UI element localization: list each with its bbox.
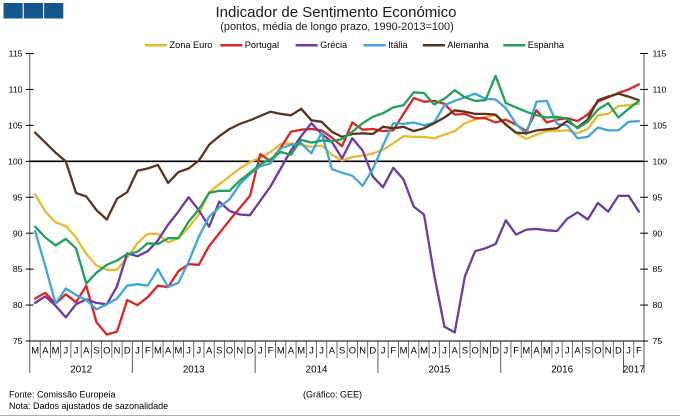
- svg-text:N: N: [114, 345, 121, 356]
- svg-text:2015: 2015: [428, 364, 450, 375]
- svg-text:Fonte: Comissão Europeia: Fonte: Comissão Europeia: [9, 389, 116, 399]
- svg-text:85: 85: [13, 264, 23, 274]
- svg-text:N: N: [236, 345, 243, 356]
- svg-text:2012: 2012: [70, 364, 92, 375]
- svg-text:J: J: [74, 345, 79, 356]
- svg-text:O: O: [226, 345, 233, 356]
- svg-text:J: J: [565, 345, 570, 356]
- svg-text:F: F: [145, 345, 151, 356]
- svg-text:(pontos, média de longo prazo,: (pontos, média de longo prazo, 1990-2013…: [220, 21, 453, 33]
- svg-text:90: 90: [13, 228, 23, 238]
- svg-text:2017: 2017: [623, 364, 645, 375]
- svg-text:F: F: [636, 345, 642, 356]
- svg-text:F: F: [513, 345, 519, 356]
- svg-text:J: J: [197, 345, 202, 356]
- svg-text:85: 85: [653, 264, 663, 274]
- svg-text:M: M: [297, 345, 305, 356]
- svg-text:80: 80: [653, 300, 663, 310]
- svg-text:115: 115: [9, 49, 23, 59]
- svg-text:110: 110: [653, 85, 667, 95]
- svg-text:110: 110: [9, 85, 23, 95]
- svg-text:95: 95: [13, 192, 23, 202]
- svg-text:A: A: [165, 345, 172, 356]
- svg-text:A: A: [411, 345, 418, 356]
- svg-text:A: A: [83, 345, 90, 356]
- svg-text:Grécia: Grécia: [320, 40, 348, 50]
- svg-text:O: O: [103, 345, 110, 356]
- svg-text:105: 105: [653, 120, 668, 130]
- svg-text:J: J: [309, 345, 314, 356]
- svg-text:75: 75: [13, 336, 23, 346]
- svg-text:Zona Euro: Zona Euro: [170, 40, 213, 50]
- svg-text:M: M: [522, 345, 530, 356]
- svg-text:M: M: [31, 345, 39, 356]
- svg-text:M: M: [400, 345, 408, 356]
- svg-text:100: 100: [8, 156, 23, 166]
- svg-text:D: D: [247, 345, 254, 356]
- svg-text:S: S: [93, 345, 99, 356]
- svg-text:(Gráfico: GEE): (Gráfico: GEE): [303, 389, 362, 399]
- svg-text:75: 75: [653, 336, 663, 346]
- svg-text:115: 115: [653, 49, 667, 59]
- svg-text:2014: 2014: [306, 364, 328, 375]
- svg-text:M: M: [277, 345, 285, 356]
- svg-text:S: S: [216, 345, 222, 356]
- svg-text:J: J: [186, 345, 191, 356]
- svg-text:105: 105: [8, 120, 23, 130]
- svg-text:M: M: [420, 345, 428, 356]
- svg-text:D: D: [369, 345, 376, 356]
- svg-text:F: F: [390, 345, 396, 356]
- svg-text:F: F: [268, 345, 274, 356]
- svg-text:2013: 2013: [183, 364, 205, 375]
- svg-text:D: D: [492, 345, 499, 356]
- svg-text:100: 100: [653, 156, 668, 166]
- svg-text:90: 90: [653, 228, 663, 238]
- svg-text:J: J: [319, 345, 324, 356]
- svg-text:J: J: [555, 345, 560, 356]
- svg-text:J: J: [135, 345, 140, 356]
- svg-text:O: O: [594, 345, 601, 356]
- svg-text:J: J: [432, 345, 437, 356]
- svg-text:95: 95: [653, 192, 663, 202]
- svg-text:S: S: [585, 345, 591, 356]
- svg-text:J: J: [504, 345, 509, 356]
- svg-text:M: M: [174, 345, 182, 356]
- svg-text:A: A: [533, 345, 540, 356]
- svg-text:Indicador de Sentimento Econó: Indicador de Sentimento Económico: [216, 4, 457, 21]
- svg-text:2016: 2016: [551, 364, 573, 375]
- svg-text:M: M: [543, 345, 551, 356]
- svg-text:M: M: [52, 345, 60, 356]
- svg-text:J: J: [63, 345, 68, 356]
- svg-text:J: J: [258, 345, 263, 356]
- svg-text:A: A: [329, 345, 336, 356]
- svg-text:A: A: [452, 345, 459, 356]
- svg-text:80: 80: [13, 300, 23, 310]
- svg-text:D: D: [124, 345, 131, 356]
- svg-text:O: O: [472, 345, 479, 356]
- svg-text:O: O: [349, 345, 356, 356]
- svg-text:A: A: [42, 345, 49, 356]
- svg-text:N: N: [359, 345, 366, 356]
- svg-text:Itália: Itália: [388, 40, 408, 50]
- svg-text:D: D: [615, 345, 622, 356]
- svg-text:N: N: [482, 345, 489, 356]
- svg-text:S: S: [339, 345, 345, 356]
- svg-text:S: S: [462, 345, 468, 356]
- svg-text:A: A: [206, 345, 213, 356]
- svg-text:J: J: [626, 345, 631, 356]
- svg-text:M: M: [154, 345, 162, 356]
- svg-text:Alemanha: Alemanha: [447, 40, 489, 50]
- svg-text:Espanha: Espanha: [528, 40, 565, 50]
- svg-text:J: J: [381, 345, 386, 356]
- svg-text:Nota: Dados ajustados de sazon: Nota: Dados ajustados de sazonalidade: [9, 401, 168, 411]
- svg-text:A: A: [288, 345, 295, 356]
- svg-text:J: J: [442, 345, 447, 356]
- svg-text:Portugal: Portugal: [245, 40, 279, 50]
- svg-text:A: A: [574, 345, 581, 356]
- svg-text:N: N: [605, 345, 612, 356]
